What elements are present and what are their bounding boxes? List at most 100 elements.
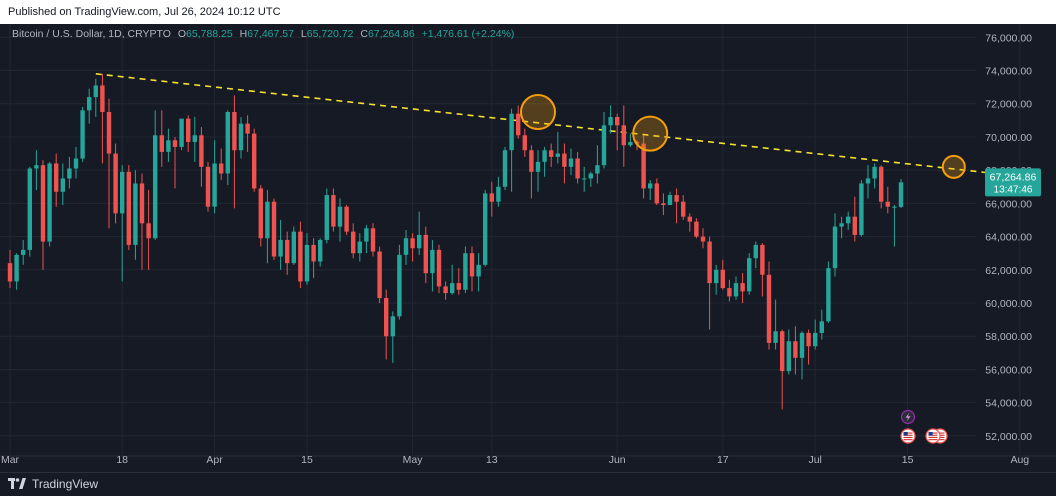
event-markers xyxy=(900,409,948,444)
candle-body xyxy=(278,239,283,257)
candle-body xyxy=(463,253,468,290)
lightning-bolt xyxy=(905,413,911,421)
candle-body xyxy=(667,195,673,206)
candle-body xyxy=(410,238,415,249)
y-tick-label: 76,000.00 xyxy=(985,32,1032,44)
candle-body xyxy=(384,298,389,337)
candle-body xyxy=(654,183,659,204)
candle xyxy=(120,165,125,282)
price-chart[interactable]: Bitcoin / U.S. Dollar, 1D, CRYPTO O65,78… xyxy=(0,24,1056,472)
candle xyxy=(522,128,527,157)
candle xyxy=(793,326,798,375)
candle-body xyxy=(522,135,527,151)
candle xyxy=(865,165,871,199)
y-tick-label: 58,000.00 xyxy=(985,331,1032,343)
candle-body xyxy=(621,125,626,146)
candle xyxy=(727,279,732,302)
candle-body xyxy=(714,269,719,284)
x-tick-label: May xyxy=(403,454,424,466)
candle-body xyxy=(21,249,26,255)
candle-body xyxy=(159,135,164,152)
candle xyxy=(463,246,468,294)
candle-body xyxy=(27,168,32,250)
highlight-circles xyxy=(520,94,966,179)
candle xyxy=(892,205,897,247)
candle xyxy=(311,238,316,279)
candle-body xyxy=(205,166,211,207)
candle-body xyxy=(516,113,521,136)
candle xyxy=(423,226,428,284)
candle xyxy=(318,238,323,267)
candle xyxy=(885,186,890,214)
candle-body xyxy=(780,331,785,372)
candles-layer xyxy=(7,73,904,410)
candle-body xyxy=(47,163,52,242)
candle-body xyxy=(786,341,791,372)
candle xyxy=(298,221,303,289)
tradingview-brand: TradingView xyxy=(32,477,99,491)
flag-stripe xyxy=(928,434,938,436)
candle-body xyxy=(502,150,508,187)
candle xyxy=(859,180,864,237)
last-price-tag: 67,264.86 13:47:46 xyxy=(985,168,1041,197)
candle-body xyxy=(700,236,706,242)
candle xyxy=(40,160,46,270)
candle-body xyxy=(417,234,422,249)
y-tick-label: 54,000.00 xyxy=(985,398,1032,410)
candle-body xyxy=(707,241,712,284)
candle xyxy=(529,145,534,199)
candle-body xyxy=(106,112,112,154)
candle xyxy=(615,113,620,151)
candle-body xyxy=(562,153,567,167)
candle-body xyxy=(681,201,686,217)
candle-body xyxy=(34,165,39,169)
candle-body xyxy=(423,234,428,274)
candle xyxy=(337,198,343,242)
candle-body xyxy=(568,158,574,167)
candle-body xyxy=(430,249,435,274)
candle xyxy=(212,140,217,214)
candle xyxy=(806,329,811,365)
candle xyxy=(245,115,250,152)
candle-body xyxy=(146,223,151,239)
candle-body xyxy=(113,153,118,214)
candle-body xyxy=(819,321,824,333)
tradingview-logo[interactable]: TradingView xyxy=(8,477,98,491)
footer-bar: TradingView xyxy=(0,472,1056,496)
candle xyxy=(535,150,541,192)
candle xyxy=(628,133,633,147)
candle-body xyxy=(67,168,72,179)
grid-lines xyxy=(0,24,1021,455)
candle xyxy=(516,105,521,139)
flag-canton xyxy=(903,432,908,436)
candle xyxy=(588,171,593,187)
candle-body xyxy=(727,288,732,297)
candle xyxy=(100,73,105,164)
candle-body xyxy=(397,254,402,317)
candle xyxy=(549,143,554,167)
candle-body xyxy=(377,251,382,299)
candle-body xyxy=(337,206,343,227)
candle-body xyxy=(509,113,514,151)
candle xyxy=(489,181,494,217)
candle xyxy=(608,105,613,134)
x-tick-label: 17 xyxy=(717,454,729,466)
candle xyxy=(595,145,600,184)
candle xyxy=(740,273,745,304)
candle-body xyxy=(166,140,171,152)
x-tick-label: Aug xyxy=(1010,454,1029,466)
candle xyxy=(403,229,409,265)
candle xyxy=(225,110,230,186)
candle xyxy=(582,166,587,192)
chart-area[interactable]: Bitcoin / U.S. Dollar, 1D, CRYPTO O65,78… xyxy=(0,24,1056,472)
legend-open-label: O xyxy=(178,28,186,40)
candle xyxy=(192,117,197,162)
candle xyxy=(430,239,435,292)
legend-high-label: H xyxy=(240,28,248,40)
candle-body xyxy=(747,258,752,292)
candle xyxy=(291,226,296,265)
y-tick-label: 74,000.00 xyxy=(985,66,1032,78)
candle-body xyxy=(529,150,534,172)
candle xyxy=(14,253,19,290)
